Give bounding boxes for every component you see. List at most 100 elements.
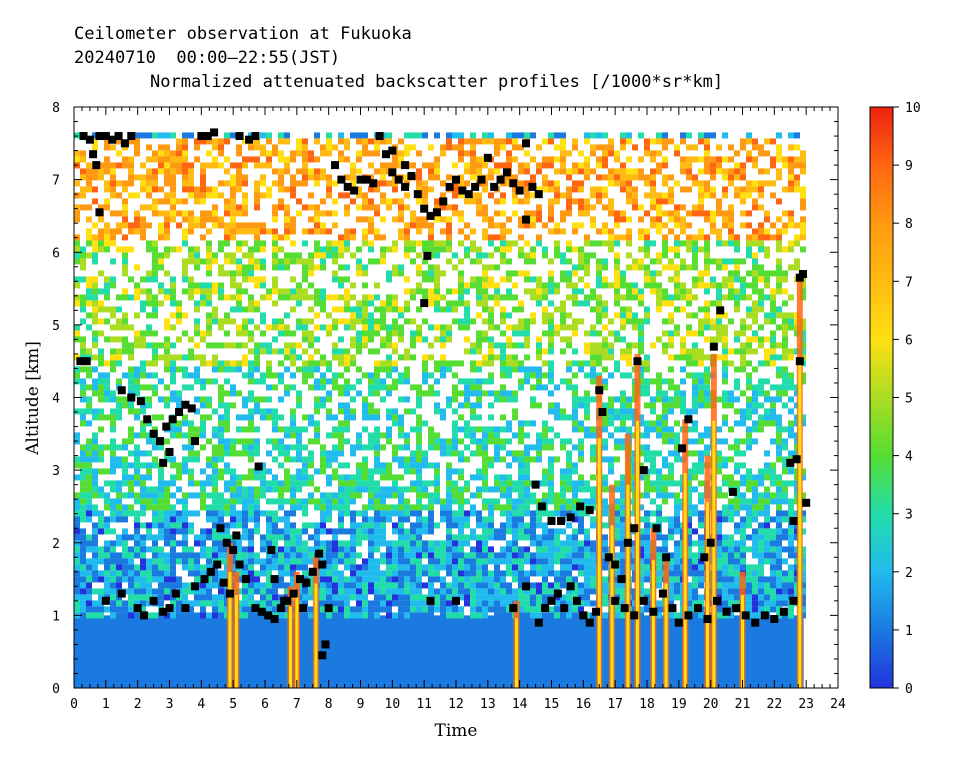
heatmap-cell [494, 246, 500, 253]
heatmap-cell [74, 462, 80, 469]
heatmap-cell [380, 588, 386, 595]
heatmap-cell [398, 426, 404, 433]
heatmap-cell [386, 384, 392, 391]
heatmap-cell [536, 552, 542, 559]
heatmap-cell [218, 270, 224, 277]
heatmap-cell [356, 216, 362, 223]
heatmap-cell [218, 450, 224, 457]
heatmap-cell [350, 162, 356, 169]
heatmap-cell [356, 156, 362, 163]
heatmap-cell [254, 468, 260, 475]
heatmap-cell [128, 426, 134, 433]
heatmap-cell [308, 216, 314, 223]
heatmap-cell [74, 408, 80, 415]
heatmap-cell [182, 312, 188, 319]
heatmap-cell [356, 438, 362, 445]
heatmap-cell [374, 414, 380, 421]
heatmap-cell [638, 174, 644, 181]
heatmap-cell [566, 324, 572, 331]
heatmap-cell [518, 222, 524, 229]
heatmap-cell [158, 492, 164, 499]
heatmap-cell [602, 402, 608, 409]
heatmap-cell [230, 384, 236, 391]
heatmap-cell [386, 324, 392, 331]
heatmap-cell [398, 372, 404, 379]
heatmap-cell [548, 378, 554, 385]
heatmap-cell [584, 570, 590, 577]
heatmap-cell [260, 378, 266, 385]
heatmap-cell [98, 246, 104, 253]
heatmap-cell [170, 300, 176, 307]
heatmap-cell [320, 612, 326, 619]
heatmap-cell [488, 264, 494, 271]
heatmap-cell [104, 516, 110, 523]
heatmap-cell [542, 420, 548, 427]
heatmap-cell [416, 438, 422, 445]
heatmap-cell [596, 264, 602, 271]
heatmap-cell [482, 228, 488, 235]
heatmap-cell [572, 420, 578, 427]
heatmap-cell [362, 192, 368, 199]
heatmap-cell [242, 546, 248, 553]
heatmap-cell [134, 480, 140, 487]
heatmap-cell [152, 588, 158, 595]
heatmap-cell [620, 588, 626, 595]
heatmap-cell [542, 528, 548, 535]
heatmap-cell [146, 462, 152, 469]
heatmap-cell [644, 264, 650, 271]
heatmap-cell [554, 180, 560, 187]
heatmap-cell [506, 492, 512, 499]
heatmap-cell [314, 300, 320, 307]
heatmap-cell [218, 288, 224, 295]
heatmap-cell [356, 318, 362, 325]
heatmap-cell [524, 276, 530, 283]
heatmap-cell [452, 516, 458, 523]
heatmap-cell [392, 456, 398, 463]
heatmap-cell [368, 294, 374, 301]
heatmap-cell [140, 480, 146, 487]
heatmap-cell [146, 402, 152, 409]
heatmap-cell [230, 564, 236, 571]
heatmap-cell [446, 144, 452, 151]
heatmap-cell [410, 570, 416, 577]
heatmap-cell [428, 438, 434, 445]
heatmap-cell [212, 504, 218, 511]
heatmap-cell [452, 612, 458, 619]
heatmap-cell [524, 510, 530, 517]
heatmap-cell [302, 138, 308, 145]
heatmap-cell [560, 528, 566, 535]
heatmap-cell [92, 186, 98, 193]
heatmap-cell [110, 420, 116, 427]
heatmap-cell [236, 246, 242, 253]
heatmap-cell [638, 390, 644, 397]
heatmap-cell [200, 612, 206, 619]
heatmap-cell [284, 264, 290, 271]
heatmap-cell [92, 234, 98, 241]
heatmap-cell [386, 354, 392, 361]
heatmap-cell [92, 576, 98, 583]
heatmap-cell [122, 402, 128, 409]
heatmap-cell [254, 408, 260, 415]
heatmap-cell [194, 144, 200, 151]
heatmap-cell [230, 174, 236, 181]
heatmap-cell [344, 408, 350, 415]
heatmap-cell [326, 510, 332, 517]
heatmap-cell [410, 522, 416, 529]
heatmap-cell [302, 144, 308, 151]
heatmap-cell [356, 444, 362, 451]
heatmap-cell [152, 348, 158, 355]
heatmap-cell [482, 516, 488, 523]
heatmap-cell [320, 372, 326, 379]
heatmap-cell [620, 486, 626, 493]
heatmap-cell [296, 432, 302, 439]
heatmap-cell [374, 294, 380, 301]
heatmap-cell [140, 186, 146, 193]
heatmap-cell [308, 492, 314, 499]
heatmap-cell [500, 348, 506, 355]
heatmap-cell [644, 516, 650, 523]
heatmap-cell [362, 534, 368, 541]
heatmap-cell [98, 522, 104, 529]
heatmap-cell [458, 438, 464, 445]
heatmap-cell [272, 516, 278, 523]
heatmap-cell [596, 156, 602, 163]
